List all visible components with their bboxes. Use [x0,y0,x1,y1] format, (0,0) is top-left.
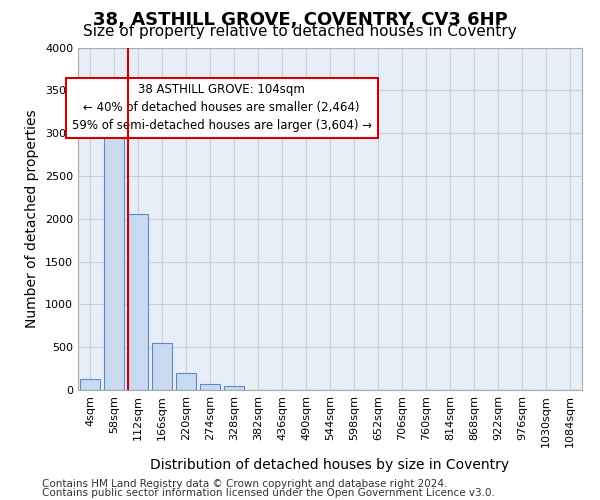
Y-axis label: Number of detached properties: Number of detached properties [25,110,40,328]
Bar [128,214,148,390]
Bar [80,379,100,390]
X-axis label: Distribution of detached houses by size in Coventry: Distribution of detached houses by size … [151,458,509,472]
Bar [176,373,196,390]
Bar [224,386,244,390]
Text: 38, ASTHILL GROVE, COVENTRY, CV3 6HP: 38, ASTHILL GROVE, COVENTRY, CV3 6HP [92,11,508,29]
Text: Contains public sector information licensed under the Open Government Licence v3: Contains public sector information licen… [42,488,495,498]
Text: Size of property relative to detached houses in Coventry: Size of property relative to detached ho… [83,24,517,39]
Text: Contains HM Land Registry data © Crown copyright and database right 2024.: Contains HM Land Registry data © Crown c… [42,479,448,489]
Text: 38 ASTHILL GROVE: 104sqm
← 40% of detached houses are smaller (2,464)
59% of sem: 38 ASTHILL GROVE: 104sqm ← 40% of detach… [71,84,372,132]
Bar [104,128,124,390]
Bar [152,343,172,390]
Bar [200,384,220,390]
